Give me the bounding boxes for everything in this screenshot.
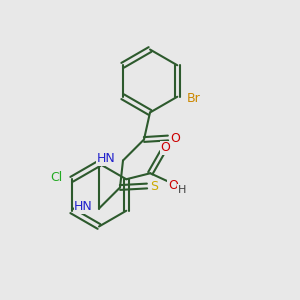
Text: S: S [151, 179, 158, 193]
Text: O: O [160, 141, 170, 154]
Text: O: O [168, 179, 178, 192]
Text: HN: HN [74, 200, 93, 214]
Text: HN: HN [97, 152, 116, 166]
Text: H: H [178, 185, 186, 195]
Text: Cl: Cl [50, 171, 63, 184]
Text: O: O [171, 131, 180, 145]
Text: Br: Br [187, 92, 201, 105]
